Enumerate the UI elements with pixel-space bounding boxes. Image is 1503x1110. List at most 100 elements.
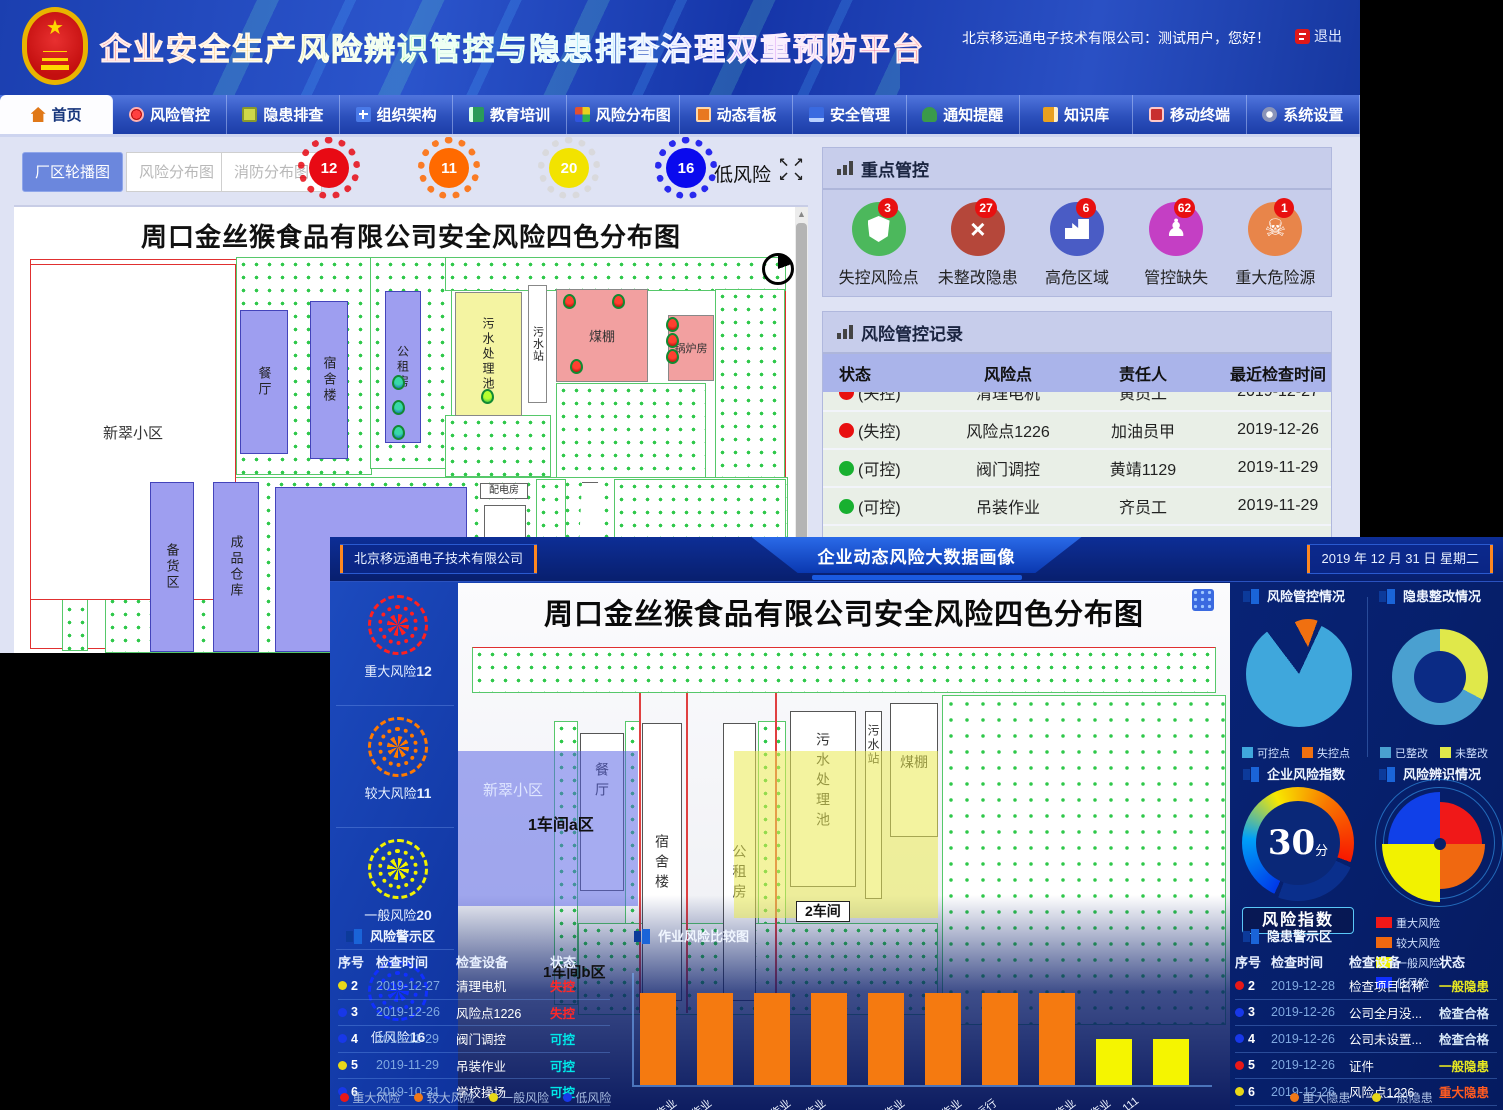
bar-卸车作业[interactable] — [811, 993, 847, 1085]
tab-safety[interactable]: 安全管理 — [793, 95, 907, 134]
risk-pin[interactable] — [666, 317, 679, 332]
status-dot — [839, 498, 854, 514]
key-control-panel: 重点管控 3 失控风险点 × 27 未整改隐患 6 高危区域 ♟ 62 管控缺失… — [822, 147, 1332, 297]
panel-header: 风险管控记录 — [823, 312, 1331, 354]
label-xincui: 新翠小区 — [483, 782, 544, 799]
btn-risk-map[interactable]: 风险分布图 — [126, 152, 228, 192]
tab-settings[interactable]: 系统设置 — [1247, 95, 1360, 134]
fullscreen-icon[interactable]: ↖ ↗ ↙ ↘ — [778, 155, 804, 184]
wheel-icon-yellow — [368, 839, 428, 899]
national-emblem-logo: ★ — [22, 7, 88, 85]
risk-pin[interactable] — [392, 375, 405, 390]
table-row[interactable]: 3 2019-12-26 公司全月没... 检查合格 — [1235, 998, 1497, 1026]
risk-pin[interactable] — [612, 294, 625, 309]
tab-knowledge[interactable]: 知识库 — [1020, 95, 1134, 134]
risk-pin[interactable] — [666, 349, 679, 364]
bar-设备安装作业[interactable] — [925, 993, 961, 1085]
bar-临时用电作业[interactable] — [1039, 993, 1075, 1085]
dashboard-header: 北京移远通电子技术有限公司 企业动态风险大数据画像 2019 年 12 月 31… — [330, 537, 1503, 582]
table-row[interactable]: 5 2019-12-26 证件 一般隐患 — [1235, 1051, 1497, 1079]
library-icon — [1043, 107, 1059, 122]
risk-pin[interactable] — [481, 389, 494, 404]
checklist-icon — [242, 107, 258, 122]
panel-title: 风险管控情况 — [1242, 589, 1345, 604]
table-row[interactable]: 4 2019-11-29 阀门调控 可控 — [338, 1025, 610, 1052]
table-row[interactable]: 2 2019-12-27 清理电机 失控 — [338, 973, 610, 999]
logout-button[interactable]: 退出 — [1295, 26, 1342, 46]
bld-peidian: 配电房 — [480, 483, 528, 499]
kc-major-danger-source[interactable]: ☠ 1 重大危险源 — [1227, 198, 1323, 288]
bar-吊装作业[interactable] — [1096, 1039, 1132, 1085]
table-row[interactable]: 5 2019-11-29 吊装作业 可控 — [338, 1051, 610, 1079]
bar-设备检修作业[interactable] — [868, 993, 904, 1085]
tab-org[interactable]: 组织架构 — [340, 95, 454, 134]
risk-pin[interactable] — [563, 294, 576, 309]
kc-out-of-control[interactable]: 3 失控风险点 — [831, 198, 927, 288]
level-dot — [338, 1007, 347, 1017]
tab-notify[interactable]: 通知提醒 — [907, 95, 1020, 134]
tab-mobile[interactable]: 移动终端 — [1133, 95, 1247, 134]
risk-index-button[interactable]: 风险指数 — [1242, 907, 1354, 934]
risk-index-gauge: 30 分 — [1240, 785, 1356, 901]
table-row[interactable]: 6 2019-12-26 风险点1226 重大隐患 — [1235, 1078, 1497, 1106]
scroll-up-icon[interactable]: ▲ — [797, 209, 806, 219]
x-axis — [632, 1085, 1212, 1087]
label-zone-a: 1车间a区 — [528, 817, 594, 834]
legend-dot — [488, 1093, 498, 1102]
legend-swatch — [1376, 957, 1392, 968]
badge-low-risk: 16 — [655, 137, 717, 199]
level-dot — [1235, 1087, 1244, 1097]
table-row[interactable]: (可控) 吊装作业 齐员工 2019-11-29 — [823, 488, 1331, 526]
legend-swatch — [1376, 937, 1392, 948]
level-dot — [338, 981, 347, 991]
phone-icon — [1148, 107, 1164, 122]
risk-pin[interactable] — [570, 359, 583, 374]
divider — [336, 827, 454, 828]
table-row[interactable]: 3 2019-12-26 风险点1226 失控 — [338, 998, 610, 1026]
kc-high-danger-area[interactable]: 6 高危区域 — [1029, 198, 1125, 288]
table-row[interactable]: 4 2019-12-26 公司未设置... 检查合格 — [1235, 1025, 1497, 1052]
board-icon — [695, 107, 711, 122]
table-row[interactable]: (失控) 风险点1226 加油员甲 2019-12-26 — [823, 412, 1331, 450]
legend-swatch — [1380, 747, 1391, 758]
legend-dot — [1372, 1093, 1382, 1102]
bld-chengpin: 成品仓库 — [213, 482, 259, 652]
kc-control-missing[interactable]: ♟ 62 管控缺失 — [1128, 198, 1224, 288]
map-zone — [445, 257, 786, 291]
risk-pin[interactable] — [666, 333, 679, 348]
tab-dashboard[interactable]: 动态看板 — [680, 95, 794, 134]
table-row[interactable]: (可控) 阀门调控 黄靖1129 2019-11-29 — [823, 450, 1331, 488]
panel-title: 隐患警示区 — [1242, 929, 1332, 944]
bld-sushe: 宿舍楼 — [310, 301, 348, 459]
bar-锅炉运行[interactable] — [982, 993, 1018, 1085]
btn-factory-carousel[interactable]: 厂区轮播图 — [22, 152, 124, 192]
job-risk-chart: 盲板抽堵作业动土作业液体打料作业卸车作业设备检修作业设备安装作业锅炉运行临时用电… — [620, 945, 1226, 1110]
map-tool-icon[interactable] — [1192, 589, 1214, 611]
label-zone-2: 2车间 — [796, 901, 850, 922]
badge-large-risk: 11 — [418, 137, 480, 199]
tab-risk-control[interactable]: 风险管控 — [113, 95, 227, 134]
risk-pin[interactable] — [392, 400, 405, 415]
bar-动土作业[interactable] — [697, 993, 733, 1085]
bar-label: 111 — [1120, 1095, 1142, 1110]
table-row[interactable]: (失控) 清理电机黄员工2019-12-27 — [823, 392, 1331, 412]
status-dot — [839, 422, 854, 438]
date-box: 2019 年 12 月 31 日 星期二 — [1307, 544, 1493, 574]
donut-legend: 已整改 未整改 — [1380, 745, 1488, 761]
tab-risk-map[interactable]: 风险分布图 — [567, 95, 680, 134]
table-row[interactable]: 2 2019-12-28 检查项目名称 一般隐患 — [1235, 973, 1497, 999]
status-dot — [839, 460, 854, 476]
dashboard-window: 北京移远通电子技术有限公司 企业动态风险大数据画像 2019 年 12 月 31… — [330, 537, 1503, 1110]
risk-alert-legend: 重大风险 较大风险 一般风险 低风险 — [340, 1089, 611, 1106]
tab-training[interactable]: 教育培训 — [453, 95, 567, 134]
main-nav: 首页 风险管控 隐患排查 组织架构 教育培训 风险分布图 动态看板 安全管理 通… — [0, 95, 1360, 137]
scroll-thumb[interactable] — [796, 223, 807, 573]
kc-unfixed-hazard[interactable]: × 27 未整改隐患 — [930, 198, 1026, 288]
bar-111[interactable] — [1153, 1039, 1189, 1085]
bar-盲板抽堵作业[interactable] — [640, 993, 676, 1085]
bar-液体打料作业[interactable] — [754, 993, 790, 1085]
tab-hazard-check[interactable]: 隐患排查 — [227, 95, 340, 134]
tab-home[interactable]: 首页 — [0, 95, 114, 134]
legend-swatch — [1376, 977, 1392, 988]
risk-pin[interactable] — [392, 425, 405, 440]
